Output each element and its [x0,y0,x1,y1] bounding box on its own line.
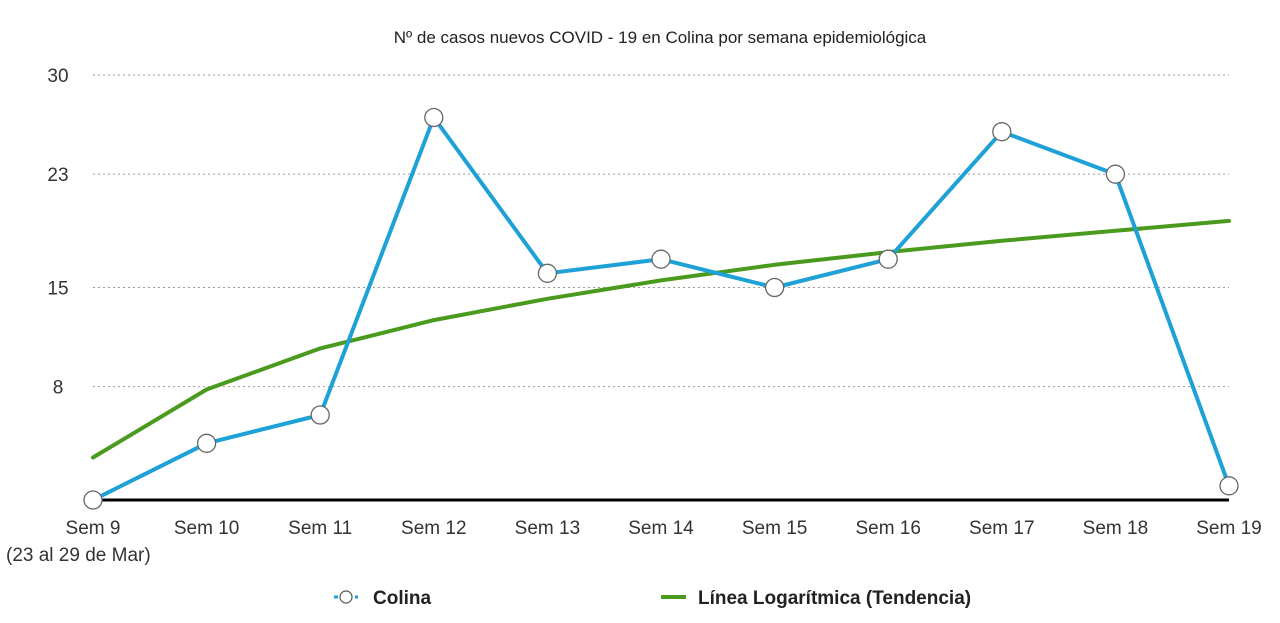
gridlines [93,74,1229,388]
trend-series [91,218,1231,460]
data-point [196,433,217,453]
data-point [1105,164,1126,184]
x-tick-label: Sem 11 [288,518,352,539]
data-point [537,263,558,283]
y-tick-label: 15 [47,279,68,300]
legend-item-colina: Colina [334,588,431,609]
data-point [1219,476,1239,496]
x-tick-label: Sem 13 [515,518,580,539]
x-tick-label: Sem 17 [969,518,1034,539]
data-point [764,277,785,298]
data-point [310,405,330,425]
colina-series [83,107,1239,510]
x-tick-label: Sem 15 [742,518,807,539]
x-tick-label: Sem 10 [174,518,239,539]
legend: Colina Línea Logarítmica (Tendencia) [334,588,971,609]
x-tick-label: Sem 9 [66,518,121,539]
x-tick-label: Sem 14 [628,518,694,539]
y-tick-label: 23 [47,165,68,186]
colina-line [92,115,1231,502]
data-point [651,249,671,269]
legend-label-trend: Línea Logarítmica (Tendencia) [698,588,971,609]
y-axis-ticks: 30 23 15 8 [47,66,68,399]
x-tick-label: Sem 12 [401,518,466,539]
chart-title: Nº de casos nuevos COVID - 19 en Colina … [394,28,927,47]
data-point [83,490,103,510]
legend-marker-colina [339,590,353,604]
legend-item-trend: Línea Logarítmica (Tendencia) [661,588,971,609]
x-tick-note: (23 al 29 de Mar) [6,545,151,566]
data-point [424,107,444,128]
x-tick-label: Sem 19 [1196,518,1261,539]
data-point [878,249,898,269]
legend-label-colina: Colina [373,588,431,609]
y-tick-label: 30 [47,66,68,87]
trend-line [91,218,1231,460]
x-axis-ticks: Sem 9 Sem 10 Sem 11 Sem 12 Sem 13 Sem 14 Sem 1… [66,518,1262,539]
data-point [992,122,1012,142]
x-tick-label: Sem 18 [1083,518,1148,539]
y-tick-label: 8 [53,378,64,399]
x-tick-label: Sem 16 [855,518,920,539]
